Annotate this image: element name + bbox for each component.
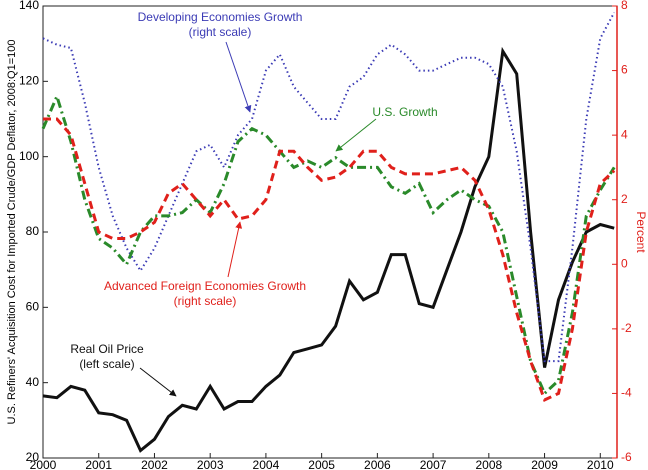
annotation: Advanced Foreign Economies Growth [104, 279, 306, 293]
annotation: U.S. Growth [372, 105, 437, 119]
x-tick-label: 2000 [30, 458, 57, 470]
annotation-arrow [335, 118, 377, 152]
x-tick-label: 2002 [141, 458, 168, 470]
y2-tick-label: 6 [621, 63, 628, 77]
annotation: Developing Economies Growth [138, 10, 303, 24]
x-tick-label: 2007 [420, 458, 447, 470]
x-tick-label: 2001 [85, 458, 112, 470]
annotation-arrow [227, 221, 243, 278]
annotation-note: (left scale) [79, 357, 134, 371]
series-line [43, 117, 616, 402]
y-tick-label: 20 [26, 450, 40, 464]
series-line [42, 46, 615, 453]
y-tick-label: 120 [19, 74, 39, 88]
x-tick-label: 2006 [364, 458, 391, 470]
x-tick-label: 2003 [197, 458, 224, 470]
x-tick-label: 2008 [475, 458, 502, 470]
series-line [41, 92, 616, 396]
y-tick-label: 60 [26, 300, 40, 314]
x-tick-label: 2010 [587, 458, 614, 470]
y2-tick-label: 0 [621, 256, 628, 270]
y-tick-label: 40 [26, 375, 40, 389]
annotation-note: (right scale) [174, 294, 237, 308]
y2-tick-label: -4 [621, 386, 632, 400]
annotation-arrow [225, 41, 252, 113]
y-axis-label: U.S. Refiners' Acquisition Cost for Impo… [6, 40, 18, 425]
y2-tick-label: 4 [621, 127, 628, 141]
annotation-arrow [139, 367, 177, 397]
y2-tick-label: 8 [621, 0, 628, 12]
y-tick-label: 140 [19, 0, 39, 12]
y-tick-label: 80 [26, 224, 40, 238]
x-tick-label: 2004 [253, 458, 280, 470]
y-tick-label: 100 [19, 149, 39, 163]
y2-tick-label: -2 [621, 321, 632, 335]
annotation: Real Oil Price [70, 342, 144, 356]
y2-tick-label: 2 [621, 192, 628, 206]
annotation-note: (right scale) [189, 25, 252, 39]
x-tick-label: 2005 [308, 458, 335, 470]
y2-axis-label: Percent [634, 211, 648, 253]
series-line [42, 12, 616, 363]
x-tick-label: 2009 [531, 458, 558, 470]
y2-tick-label: -6 [621, 450, 632, 464]
